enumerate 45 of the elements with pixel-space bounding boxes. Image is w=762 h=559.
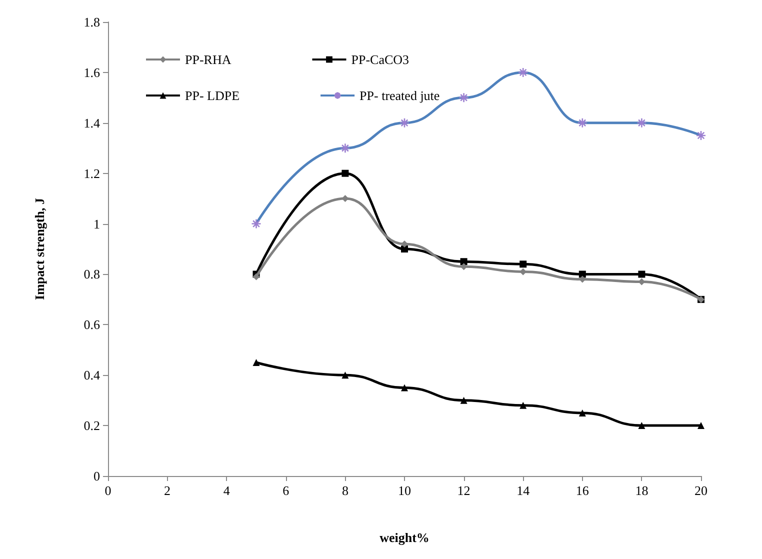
y-tick-label: 1.8: [84, 14, 100, 30]
legend-label: PP- LDPE: [185, 88, 240, 103]
x-tick-label: 18: [635, 483, 648, 498]
point: [520, 402, 527, 409]
legend-label: PP- treated jute: [360, 88, 440, 103]
x-tick-label: 4: [223, 483, 230, 498]
x-tick-label: 0: [104, 483, 112, 498]
y-tick-label: 0.4: [84, 368, 100, 383]
y-tick-label: 1: [94, 216, 100, 232]
y-tick-label: 1.2: [84, 166, 100, 181]
legend-label: PP-CaCO3: [351, 52, 410, 67]
point: [401, 384, 408, 392]
point: [578, 270, 586, 278]
y-tick-label: 0.8: [84, 266, 100, 282]
point: [252, 273, 260, 280]
point: [401, 240, 408, 248]
point: [520, 260, 527, 268]
point: [460, 396, 468, 404]
y-axis-title: Impact strength, J: [32, 198, 47, 300]
point: [401, 246, 408, 252]
x-tick-label: 20: [694, 483, 708, 498]
y-tick-label: 1.6: [84, 64, 100, 80]
legend-label: PP-RHA: [185, 52, 232, 67]
x-axis-title: weight%: [380, 530, 430, 545]
x-tick-label: 2: [164, 483, 171, 498]
point: [698, 422, 704, 430]
x-tick-label: 14: [516, 483, 530, 498]
y-tick-label: 0: [94, 468, 100, 484]
point: [252, 359, 260, 366]
point: [342, 170, 349, 177]
point: [342, 372, 349, 379]
point: [578, 409, 586, 416]
point: [460, 258, 468, 266]
x-tick-label: 10: [398, 483, 411, 498]
y-tick-label: 0.6: [84, 317, 100, 332]
x-tick-label: 6: [282, 483, 290, 498]
y-tick-label: 1.4: [84, 115, 100, 130]
x-tick-label: 8: [342, 483, 348, 498]
point: [460, 263, 468, 270]
point: [638, 270, 646, 278]
point: [342, 195, 349, 202]
y-tick-label: 0.2: [84, 418, 100, 434]
x-tick-label: 12: [457, 483, 470, 498]
x-tick-label: 16: [576, 483, 590, 498]
point: [638, 422, 646, 430]
